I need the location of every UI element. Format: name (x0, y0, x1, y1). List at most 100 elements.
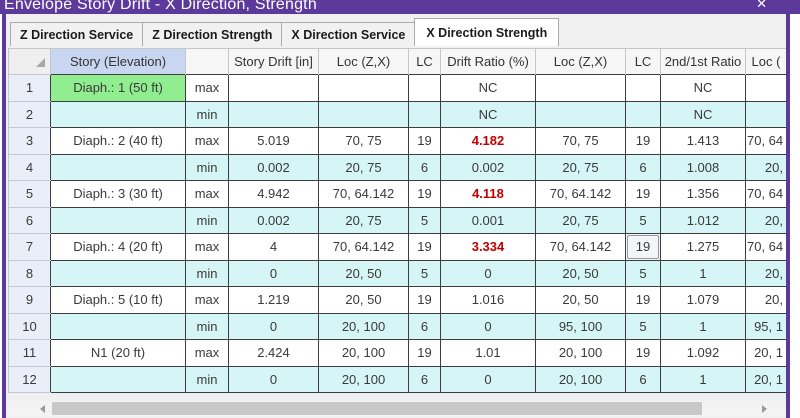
cell-drift[interactable]: 4.942 (228, 180, 319, 208)
cell-ratio[interactable]: 0.001 (440, 206, 536, 234)
cell-ratio[interactable]: 0 (440, 365, 536, 393)
cell-kind[interactable]: max (185, 180, 229, 208)
cell-ratio[interactable]: 1.01 (440, 339, 536, 367)
column-header-lc2[interactable]: LC (625, 48, 661, 75)
cell-lc1[interactable]: 19 (408, 127, 441, 155)
cell-story[interactable] (50, 312, 186, 340)
cell-loc3[interactable]: 70, 64 (745, 180, 786, 208)
cell-lc1[interactable]: 19 (408, 286, 441, 314)
tab-x-direction-strength[interactable]: X Direction Strength (414, 18, 560, 46)
cell-drift[interactable] (228, 74, 319, 102)
cell-lc2[interactable]: 6 (625, 365, 661, 393)
cell-loc1[interactable]: 70, 75 (318, 127, 409, 155)
cell-loc2[interactable] (535, 74, 626, 102)
cell-loc2[interactable]: 70, 64.142 (535, 180, 626, 208)
horizontal-scrollbar[interactable] (8, 401, 786, 416)
cell-ratio2[interactable]: 1.079 (660, 286, 746, 314)
cell-lc1[interactable]: 19 (408, 180, 441, 208)
cell-ratio2[interactable]: 1.012 (660, 206, 746, 234)
cell-lc2[interactable]: 19 (625, 286, 661, 314)
close-icon[interactable]: ✕ (756, 0, 767, 11)
cell-ratio[interactable]: 0 (440, 259, 536, 287)
cell-lc2[interactable] (625, 74, 661, 102)
select-all-corner[interactable] (8, 48, 51, 75)
cell-kind[interactable]: min (185, 365, 229, 393)
cell-lc1[interactable]: 6 (408, 312, 441, 340)
cell-lc1[interactable] (408, 100, 441, 128)
column-header-loc3[interactable]: Loc ( (745, 48, 786, 75)
column-header-ratio2[interactable]: 2nd/1st Ratio (660, 48, 746, 75)
cell-loc3[interactable] (745, 100, 786, 128)
cell-drift[interactable]: 0 (228, 365, 319, 393)
row-header[interactable]: 6 (8, 206, 51, 234)
cell-loc2[interactable]: 20, 100 (535, 339, 626, 367)
cell-loc1[interactable]: 20, 50 (318, 286, 409, 314)
row-header[interactable]: 5 (8, 180, 51, 208)
cell-story[interactable] (50, 206, 186, 234)
cell-lc1[interactable] (408, 74, 441, 102)
cell-loc1[interactable]: 70, 64.142 (318, 233, 409, 261)
cell-drift[interactable]: 4 (228, 233, 319, 261)
cell-loc3[interactable] (745, 74, 786, 102)
cell-ratio2[interactable]: 1 (660, 312, 746, 340)
column-header-loc1[interactable]: Loc (Z,X) (318, 48, 409, 75)
cell-kind[interactable]: min (185, 206, 229, 234)
cell-ratio2[interactable]: 1.275 (660, 233, 746, 261)
row-header[interactable]: 11 (8, 339, 51, 367)
cell-ratio2[interactable]: 1 (660, 259, 746, 287)
cell-ratio2[interactable]: 1.413 (660, 127, 746, 155)
cell-loc2[interactable]: 20, 75 (535, 206, 626, 234)
cell-loc2[interactable]: 20, 75 (535, 153, 626, 181)
cell-ratio2[interactable]: 1.008 (660, 153, 746, 181)
cell-ratio2[interactable]: 1.356 (660, 180, 746, 208)
cell-lc2[interactable]: 6 (625, 153, 661, 181)
cell-loc3[interactable]: 20, (745, 153, 786, 181)
cell-story[interactable]: Diaph.: 4 (20 ft) (50, 233, 186, 261)
row-header[interactable]: 4 (8, 153, 51, 181)
cell-lc1[interactable]: 5 (408, 206, 441, 234)
cell-ratio[interactable]: 0.002 (440, 153, 536, 181)
cell-loc1[interactable]: 20, 75 (318, 206, 409, 234)
cell-kind[interactable]: max (185, 74, 229, 102)
cell-lc2[interactable]: 5 (625, 206, 661, 234)
cell-loc2[interactable]: 20, 50 (535, 259, 626, 287)
cell-kind[interactable]: min (185, 312, 229, 340)
cell-kind[interactable]: min (185, 153, 229, 181)
row-header[interactable]: 9 (8, 286, 51, 314)
cell-story[interactable]: Diaph.: 2 (40 ft) (50, 127, 186, 155)
cell-kind[interactable]: max (185, 286, 229, 314)
cell-ratio[interactable]: 0 (440, 312, 536, 340)
cell-lc2[interactable]: 19 (625, 339, 661, 367)
cell-story[interactable] (50, 100, 186, 128)
cell-kind[interactable]: min (185, 100, 229, 128)
row-header[interactable]: 7 (8, 233, 51, 261)
scroll-right-button[interactable] (756, 404, 772, 413)
cell-kind[interactable]: max (185, 233, 229, 261)
cell-drift[interactable]: 2.424 (228, 339, 319, 367)
cell-loc3[interactable]: 20, (745, 286, 786, 314)
column-header-kind[interactable] (185, 48, 229, 75)
cell-drift[interactable]: 0 (228, 259, 319, 287)
column-header-ratio[interactable]: Drift Ratio (%) (440, 48, 536, 75)
cell-lc2[interactable]: 5 (625, 312, 661, 340)
cell-ratio[interactable]: NC (440, 74, 536, 102)
cell-ratio2[interactable]: 1.092 (660, 339, 746, 367)
cell-drift[interactable]: 0.002 (228, 153, 319, 181)
cell-loc2[interactable]: 70, 64.142 (535, 233, 626, 261)
row-header[interactable]: 1 (8, 74, 51, 102)
cell-loc3[interactable]: 20, (745, 206, 786, 234)
cell-ratio[interactable]: 4.118 (440, 180, 536, 208)
cell-lc1[interactable]: 5 (408, 259, 441, 287)
tab-z-direction-strength[interactable]: Z Direction Strength (142, 22, 283, 46)
cell-loc1[interactable]: 20, 75 (318, 153, 409, 181)
cell-lc1[interactable]: 6 (408, 365, 441, 393)
cell-loc1[interactable] (318, 74, 409, 102)
cell-kind[interactable]: min (185, 259, 229, 287)
scrollbar-thumb[interactable] (52, 402, 702, 415)
cell-loc1[interactable] (318, 100, 409, 128)
cell-drift[interactable] (228, 100, 319, 128)
cell-ratio2[interactable]: NC (660, 100, 746, 128)
cell-story[interactable] (50, 259, 186, 287)
cell-loc3[interactable]: 95, 1 (745, 312, 786, 340)
cell-drift[interactable]: 0 (228, 312, 319, 340)
